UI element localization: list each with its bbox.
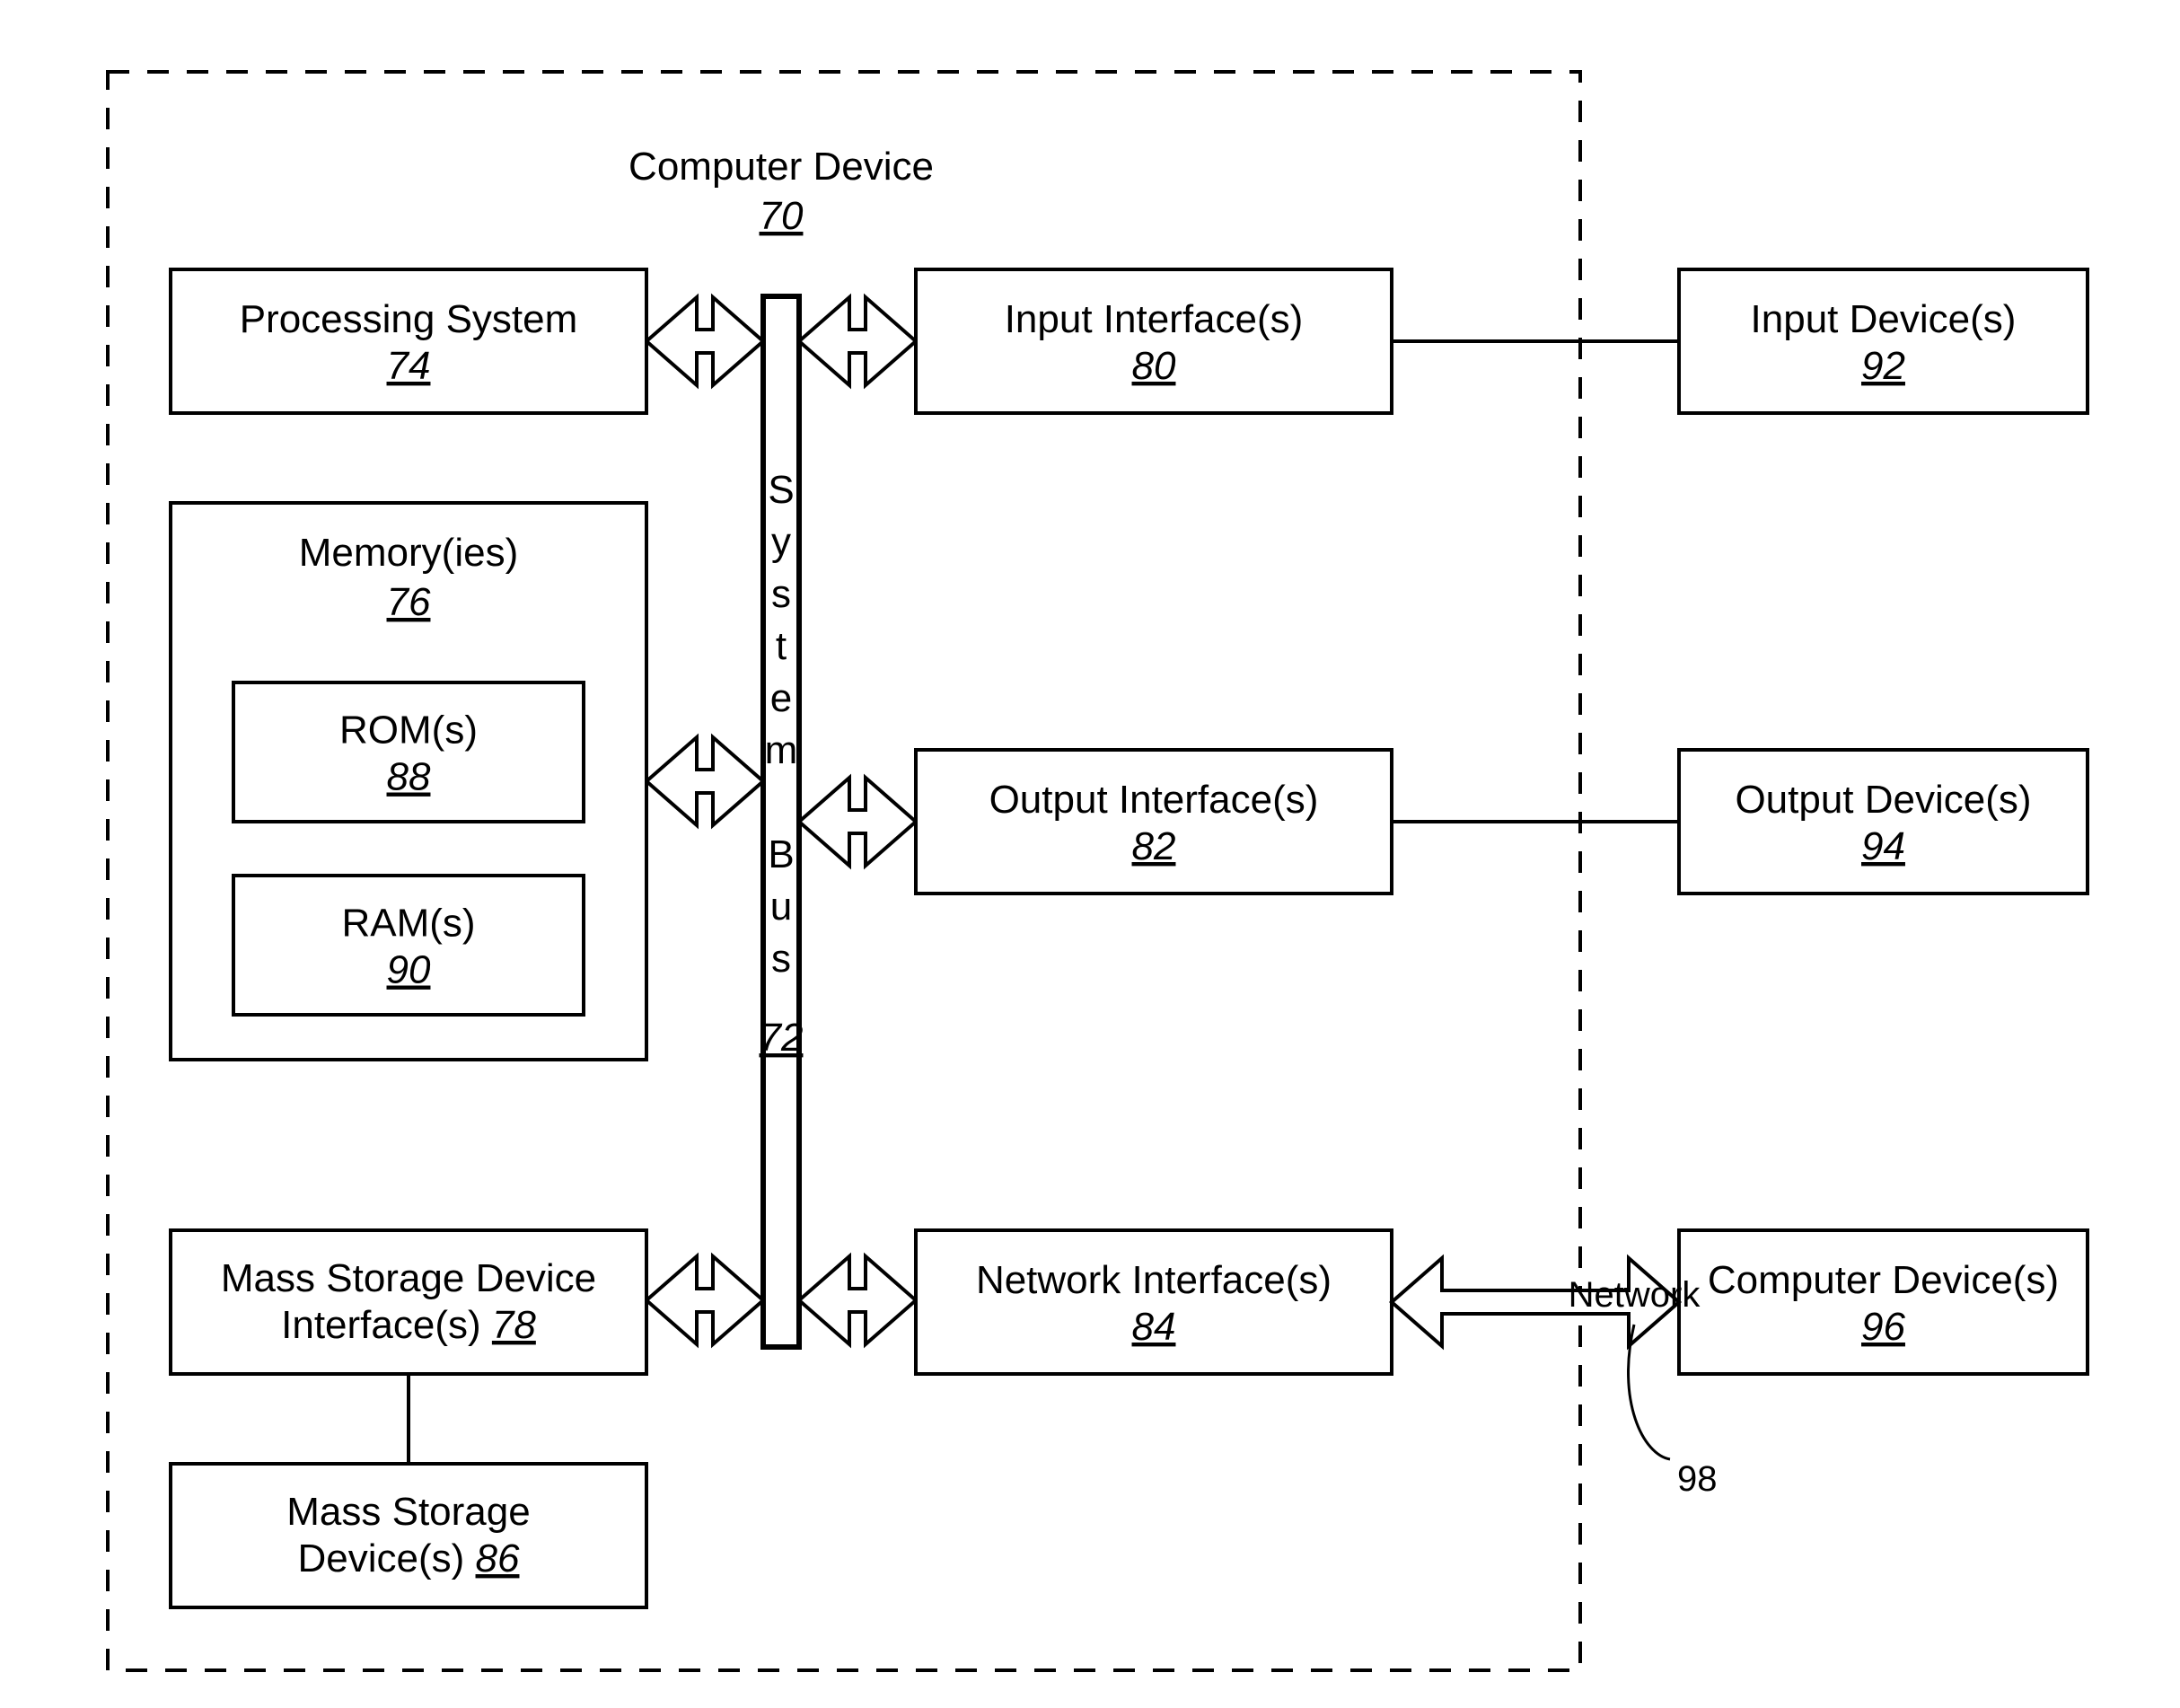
box-label-memories: Memory(ies): [299, 531, 518, 575]
bus-label-letter: s: [771, 937, 791, 981]
box-label-input_dev: Input Device(s): [1751, 297, 2017, 341]
box-ref-input_if: 80: [1132, 344, 1176, 388]
box-ref-computer_dev: 96: [1861, 1305, 1905, 1349]
box-mass_dev: [171, 1464, 646, 1607]
box-ref-ram: 90: [387, 948, 431, 992]
box-label-output_dev: Output Device(s): [1735, 778, 2031, 822]
box-ref-output_if: 82: [1132, 824, 1176, 868]
box-label-processing: Processing System: [240, 297, 578, 341]
box-network_if: [916, 1230, 1392, 1374]
box-label-input_if: Input Interface(s): [1005, 297, 1304, 341]
box-ref-network_if: 84: [1132, 1305, 1176, 1349]
box-label2-mass_if: Interface(s) 78: [281, 1303, 536, 1347]
network-label: Network: [1569, 1275, 1701, 1315]
box-ref-memories: 76: [387, 580, 431, 624]
bus-label-letter: S: [768, 468, 794, 512]
network-ref: 98: [1677, 1459, 1718, 1499]
title-label: Computer Device: [629, 145, 934, 189]
box-computer_dev: [1679, 1230, 2088, 1374]
box-label-output_if: Output Interface(s): [989, 778, 1319, 822]
bus-label-letter: e: [770, 676, 792, 720]
box-label-network_if: Network Interface(s): [976, 1258, 1332, 1302]
box-input_dev: [1679, 269, 2088, 413]
bus-label-letter: t: [776, 624, 787, 668]
box-ref-processing: 74: [387, 344, 431, 388]
box-input_if: [916, 269, 1392, 413]
box-ram: [233, 876, 584, 1015]
box-label-computer_dev: Computer Device(s): [1708, 1258, 2059, 1302]
box-label-ram: RAM(s): [341, 902, 475, 946]
box-processing: [171, 269, 646, 413]
box-label-mass_dev: Mass Storage: [286, 1490, 530, 1534]
box-rom: [233, 682, 584, 822]
bus-ref: 72: [760, 1016, 804, 1060]
bus-label-letter: y: [771, 520, 791, 564]
bus-label-letter: B: [768, 832, 794, 876]
box-label2-mass_dev: Device(s) 86: [298, 1536, 521, 1580]
box-ref-input_dev: 92: [1861, 344, 1905, 388]
box-ref-rom: 88: [387, 755, 431, 799]
box-mass_if: [171, 1230, 646, 1374]
bus-label-letter: s: [771, 572, 791, 616]
box-ref-output_dev: 94: [1861, 824, 1905, 868]
box-output_if: [916, 750, 1392, 894]
title-ref: 70: [760, 194, 804, 238]
box-label-mass_if: Mass Storage Device: [221, 1256, 596, 1300]
box-label-rom: ROM(s): [339, 709, 478, 753]
system-bus-trunk: [763, 296, 799, 1347]
box-output_dev: [1679, 750, 2088, 894]
bus-label-letter: u: [770, 885, 792, 929]
bus-label-letter: m: [765, 728, 798, 772]
